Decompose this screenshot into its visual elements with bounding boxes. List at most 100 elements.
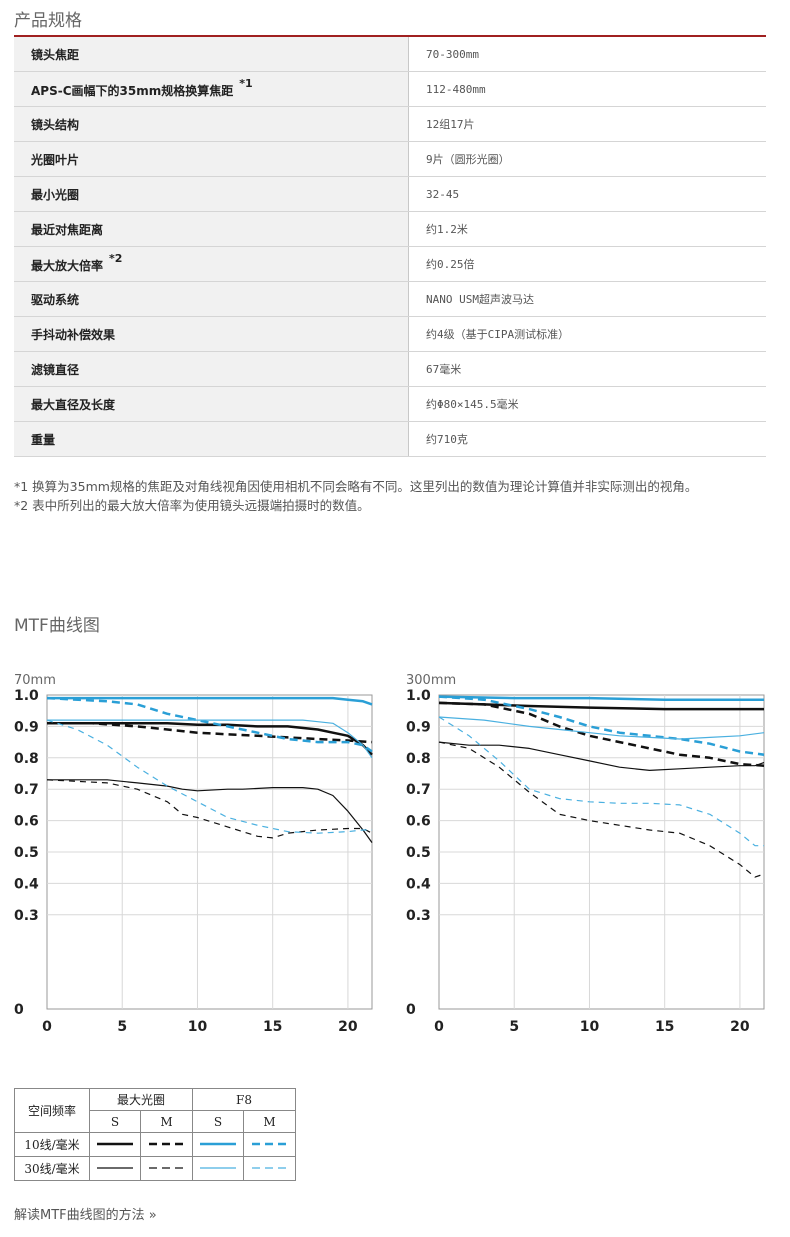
mtf-series-line (47, 719, 373, 759)
mtf-chart-svg: 70mm 0 0.3 0.4 0.5 0.6 0.7 0.8 0.9 1.0 0 5 10 15 20 (14, 673, 373, 1035)
spec-value: 约0.25倍 (408, 246, 766, 282)
legend-row-10: 10线/毫米 (14, 1132, 90, 1157)
spec-value: 70-300mm (408, 37, 766, 72)
spec-row: 驱动系统 NANO USM超声波马达 (14, 281, 766, 317)
x-tick-label: 0 (434, 1019, 444, 1035)
spec-row: 滤镜直径 67毫米 (14, 351, 766, 387)
x-tick-label: 5 (509, 1019, 519, 1035)
spec-value: 112-480mm (408, 71, 766, 107)
spec-footnote-ref: *1 (239, 76, 253, 90)
spec-label: 镜头结构 (14, 106, 409, 142)
y-tick-label: 0.6 (406, 814, 431, 830)
spec-label: 最近对焦距离 (14, 211, 409, 247)
y-tick-label: 0.7 (14, 782, 39, 798)
spec-label: 最大放大倍率 *2 (14, 246, 409, 282)
y-tick-label: 0.4 (14, 876, 39, 892)
spec-label: 最小光圈 (14, 176, 409, 212)
chart-title: 70mm (14, 673, 56, 688)
legend-swatch (89, 1156, 141, 1181)
x-tick-label: 10 (188, 1019, 208, 1035)
spec-label: 手抖动补偿效果 (14, 316, 409, 352)
mtf-series-line (47, 722, 373, 756)
mtf-series-line (46, 719, 372, 834)
legend-swatch (243, 1156, 296, 1181)
spec-row: 最近对焦距离 约1.2米 (14, 211, 766, 247)
spec-label: 滤镜直径 (14, 351, 409, 387)
footnotes: *1 换算为35mm规格的焦距及对角线视角因使用相机不同会略有不同。这里列出的数… (14, 477, 774, 515)
x-tick-label: 10 (580, 1019, 600, 1035)
legend-row-30: 30线/毫米 (14, 1156, 90, 1181)
spec-label: 光圈叶片 (14, 141, 409, 177)
mtf-series-line (438, 716, 764, 847)
mtf-section-title: MTF曲线图 (14, 616, 100, 636)
spec-label-text: 最大放大倍率 (31, 258, 104, 273)
how-to-read-mtf-link[interactable]: 解读MTF曲线图的方法 » (14, 1208, 157, 1223)
mtf-series-line (438, 741, 765, 772)
spec-row: APS-C画幅下的35mm规格换算焦距 *1 112-480mm (14, 71, 766, 107)
spec-value: 约Φ80×145.5毫米 (408, 386, 766, 422)
mtf-series-line (47, 779, 373, 843)
x-tick-label: 5 (117, 1019, 127, 1035)
x-tick-label: 0 (42, 1019, 52, 1035)
spec-label-text: 手抖动补偿效果 (31, 327, 116, 342)
spec-label-text: 最大直径及长度 (31, 397, 116, 412)
legend-col-m: M (243, 1110, 296, 1133)
spec-row: 镜头结构 12组17片 (14, 106, 766, 142)
spec-label-text: 重量 (31, 432, 56, 447)
y-tick-label: 0.9 (14, 719, 39, 735)
spec-row: 最大放大倍率 *2 约0.25倍 (14, 246, 766, 282)
y-tick-label: 1.0 (14, 688, 39, 704)
y-tick-label: 0.3 (406, 908, 431, 924)
spec-row: 手抖动补偿效果 约4级（基于CIPA测试标准） (14, 316, 766, 352)
y-tick-label: 0.9 (406, 719, 431, 735)
y-tick-label: 0.6 (14, 814, 39, 830)
y-tick-label: 1.0 (406, 688, 431, 704)
spec-label-text: 滤镜直径 (31, 362, 80, 377)
spec-label-text: 镜头焦距 (31, 47, 80, 62)
spec-row: 最小光圈 32-45 (14, 176, 766, 212)
y-tick-label: 0.5 (14, 845, 39, 861)
legend-row-header: 空间频率 (14, 1088, 90, 1133)
legend-group-f8: F8 (192, 1088, 296, 1111)
y-tick-label: 0.8 (14, 751, 39, 767)
spec-label: 镜头焦距 (14, 37, 409, 72)
spec-value: 约4级（基于CIPA测试标准） (408, 316, 766, 352)
footnote-2: *2 表中所列出的最大放大倍率为使用镜头远摄端拍摄时的数值。 (14, 498, 370, 513)
spec-row: 光圈叶片 9片（圆形光圈） (14, 141, 766, 177)
legend-swatch (243, 1132, 296, 1157)
spec-label: 重量 (14, 421, 409, 457)
spec-label: 最大直径及长度 (14, 386, 409, 422)
mtf-series-line (46, 696, 373, 753)
y-tick-label: 0.4 (406, 876, 431, 892)
spec-label-text: 镜头结构 (31, 117, 80, 132)
y-tick-label: 0 (14, 1002, 24, 1018)
specs-section-title: 产品规格 (14, 11, 82, 31)
legend-col-m: M (140, 1110, 193, 1133)
spec-label-text: 最近对焦距离 (31, 222, 104, 237)
mtf-series-line (438, 701, 765, 767)
mtf-series-line (438, 695, 765, 756)
x-tick-label: 15 (655, 1019, 674, 1035)
mtf-legend-table: 空间频率 最大光圈 F8 S M S M 10线/毫米 30线/毫米 (14, 1088, 296, 1181)
mtf-series-line (438, 716, 765, 740)
x-tick-label: 20 (730, 1019, 750, 1035)
spec-row: 重量 约710克 (14, 421, 766, 457)
legend-swatch (192, 1132, 244, 1157)
chart-title: 300mm (406, 673, 456, 688)
y-tick-label: 0 (406, 1002, 416, 1018)
spec-value: 约710克 (408, 421, 766, 457)
spec-label-text: 光圈叶片 (31, 152, 80, 167)
x-tick-label: 15 (263, 1019, 282, 1035)
mtf-series-line (46, 779, 373, 839)
spec-footnote-ref: *2 (109, 251, 123, 265)
legend-col-s: S (192, 1110, 244, 1133)
spec-value: 67毫米 (408, 351, 766, 387)
footnote-1: *1 换算为35mm规格的焦距及对角线视角因使用相机不同会略有不同。这里列出的数… (14, 479, 698, 494)
spec-label-text: 驱动系统 (31, 292, 80, 307)
y-tick-label: 0.3 (14, 908, 39, 924)
spec-row: 镜头焦距 70-300mm (14, 37, 766, 72)
spec-label-text: APS-C画幅下的35mm规格换算焦距 (31, 83, 234, 98)
y-tick-label: 0.7 (406, 782, 431, 798)
legend-col-s: S (89, 1110, 141, 1133)
spec-label: APS-C画幅下的35mm规格换算焦距 *1 (14, 71, 409, 107)
